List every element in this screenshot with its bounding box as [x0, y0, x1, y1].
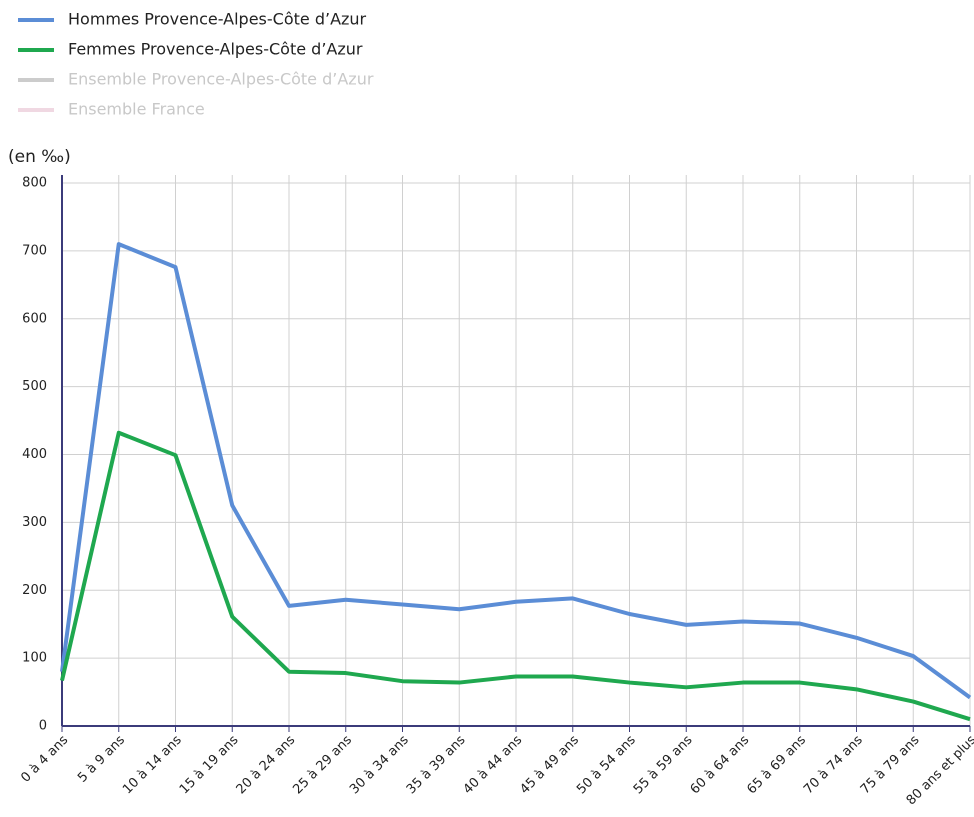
x-tick-label: 0 à 4 ans: [18, 733, 71, 786]
x-tick-label: 65 à 69 ans: [744, 733, 809, 798]
series-line: [60, 430, 971, 722]
y-axis-label: (en ‰): [8, 147, 71, 167]
y-tick-label: 800: [22, 176, 47, 191]
x-tick-label: 25 à 29 ans: [290, 733, 355, 798]
y-tick-label: 700: [22, 243, 47, 258]
y-tick-label: 300: [22, 515, 47, 530]
x-tick-label: 45 à 49 ans: [517, 733, 582, 798]
x-tick-label: 50 à 54 ans: [574, 733, 639, 798]
x-tick-label: 60 à 64 ans: [688, 733, 753, 798]
y-tick-label: 500: [22, 379, 47, 394]
x-tick-label: 15 à 19 ans: [177, 733, 242, 798]
y-tick-label: 0: [39, 719, 47, 734]
legend-label: Hommes Provence-Alpes-Côte d’Azur: [68, 10, 367, 29]
x-tick-label: 20 à 24 ans: [234, 733, 299, 798]
x-tick-label: 35 à 39 ans: [404, 733, 469, 798]
legend-label: Ensemble Provence-Alpes-Côte d’Azur: [68, 70, 374, 89]
y-tick-label: 200: [22, 583, 47, 598]
y-tick-label: 600: [22, 311, 47, 326]
x-tick-label: 40 à 44 ans: [461, 733, 526, 798]
x-tick-label: 10 à 14 ans: [120, 733, 185, 798]
x-tick-label: 5 à 9 ans: [75, 733, 128, 786]
legend-label: Ensemble France: [68, 100, 205, 119]
legend-label: Femmes Provence-Alpes-Côte d’Azur: [68, 40, 363, 59]
y-tick-label: 400: [22, 447, 47, 462]
x-tick-label: 70 à 74 ans: [801, 733, 866, 798]
x-tick-label: 30 à 34 ans: [347, 733, 412, 798]
y-tick-label: 100: [22, 651, 47, 666]
series-line: [60, 242, 972, 700]
x-tick-label: 55 à 59 ans: [631, 733, 696, 798]
